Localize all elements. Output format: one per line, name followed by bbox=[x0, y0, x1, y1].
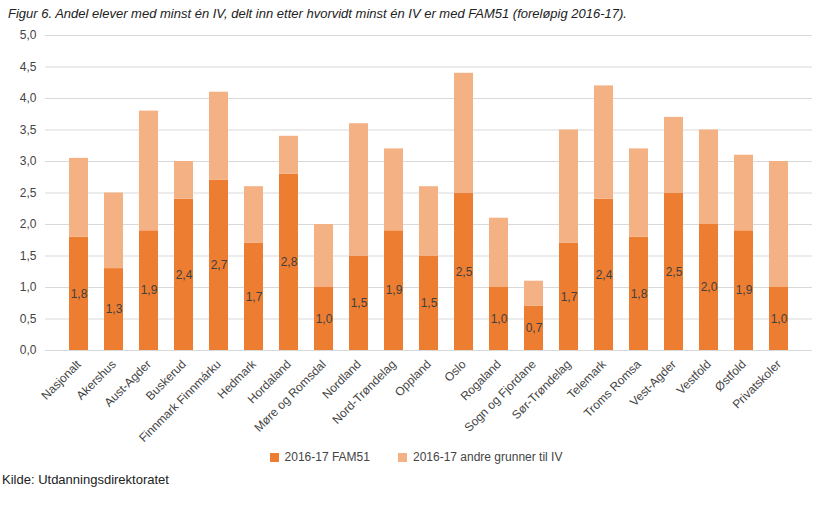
svg-text:1,5: 1,5 bbox=[351, 296, 368, 310]
svg-text:1,5: 1,5 bbox=[421, 296, 438, 310]
svg-text:1,9: 1,9 bbox=[736, 283, 753, 297]
svg-text:1,9: 1,9 bbox=[141, 283, 158, 297]
svg-text:2,5: 2,5 bbox=[20, 186, 37, 200]
svg-text:2,4: 2,4 bbox=[596, 268, 613, 282]
svg-text:Finnmark Finnmárku: Finnmark Finnmárku bbox=[136, 357, 224, 445]
svg-text:2,8: 2,8 bbox=[281, 255, 298, 269]
svg-text:Nord-Trøndelag: Nord-Trøndelag bbox=[329, 357, 398, 426]
svg-text:Møre og Romsdal: Møre og Romsdal bbox=[251, 357, 328, 434]
svg-text:Privatskoler: Privatskoler bbox=[730, 357, 784, 411]
html-text:Figur 6. Andel elever med mins: Figur 6. Andel elever med minst én IV, d… bbox=[8, 6, 627, 21]
svg-text:Hedmark: Hedmark bbox=[214, 357, 259, 402]
svg-text:Troms Romsa: Troms Romsa bbox=[581, 357, 644, 420]
svg-text:Oslo: Oslo bbox=[441, 357, 469, 385]
svg-text:Vestfold: Vestfold bbox=[674, 357, 714, 397]
html-text:2016-17 FAM51: 2016-17 FAM51 bbox=[284, 450, 370, 464]
svg-text:4,0: 4,0 bbox=[20, 91, 37, 105]
svg-text:Vest-Agder: Vest-Agder bbox=[627, 357, 679, 409]
svg-text:0,0: 0,0 bbox=[20, 343, 37, 357]
svg-text:2,0: 2,0 bbox=[701, 280, 718, 294]
svg-text:Oppland: Oppland bbox=[392, 357, 434, 399]
svg-text:Aust-Agder: Aust-Agder bbox=[101, 357, 153, 409]
svg-text:Sogn og Fjordane: Sogn og Fjordane bbox=[461, 357, 539, 435]
svg-text:Akershus: Akershus bbox=[73, 357, 119, 403]
svg-text:2,0: 2,0 bbox=[20, 217, 37, 231]
svg-text:3,0: 3,0 bbox=[20, 154, 37, 168]
svg-text:1,5: 1,5 bbox=[20, 249, 37, 263]
svg-text:0,7: 0,7 bbox=[526, 321, 543, 335]
svg-text:1,7: 1,7 bbox=[561, 290, 578, 304]
svg-text:1,9: 1,9 bbox=[386, 283, 403, 297]
svg-text:1,7: 1,7 bbox=[246, 290, 263, 304]
svg-text:Buskerud: Buskerud bbox=[143, 357, 189, 403]
svg-text:0,5: 0,5 bbox=[20, 312, 37, 326]
svg-text:Nasjonalt: Nasjonalt bbox=[38, 357, 84, 403]
svg-text:2,7: 2,7 bbox=[211, 258, 228, 272]
svg-text:1,0: 1,0 bbox=[771, 312, 788, 326]
svg-text:Sør-Trøndelag: Sør-Trøndelag bbox=[509, 357, 574, 422]
svg-text:Telemark: Telemark bbox=[564, 357, 609, 402]
svg-text:2,5: 2,5 bbox=[666, 265, 683, 279]
svg-text:1,8: 1,8 bbox=[631, 287, 648, 301]
svg-text:1,0: 1,0 bbox=[20, 280, 37, 294]
svg-text:2,5: 2,5 bbox=[456, 265, 473, 279]
html-text:2016-17 andre grunner til IV: 2016-17 andre grunner til IV bbox=[413, 450, 563, 464]
svg-text:2,4: 2,4 bbox=[176, 268, 193, 282]
svg-text:1,0: 1,0 bbox=[491, 312, 508, 326]
svg-text:Nordland: Nordland bbox=[319, 357, 364, 402]
html-text:Kilde: Utdanningsdirektoratet: Kilde: Utdanningsdirektoratet bbox=[2, 472, 169, 487]
svg-text:1,0: 1,0 bbox=[316, 312, 333, 326]
svg-text:5,0: 5,0 bbox=[20, 28, 37, 42]
svg-text:Østfold: Østfold bbox=[712, 357, 749, 394]
svg-text:4,5: 4,5 bbox=[20, 60, 37, 74]
svg-text:Rogaland: Rogaland bbox=[457, 357, 504, 404]
svg-text:3,5: 3,5 bbox=[20, 123, 37, 137]
svg-text:1,8: 1,8 bbox=[71, 287, 88, 301]
svg-text:1,3: 1,3 bbox=[106, 302, 123, 316]
svg-text:Hordaland: Hordaland bbox=[244, 357, 294, 407]
